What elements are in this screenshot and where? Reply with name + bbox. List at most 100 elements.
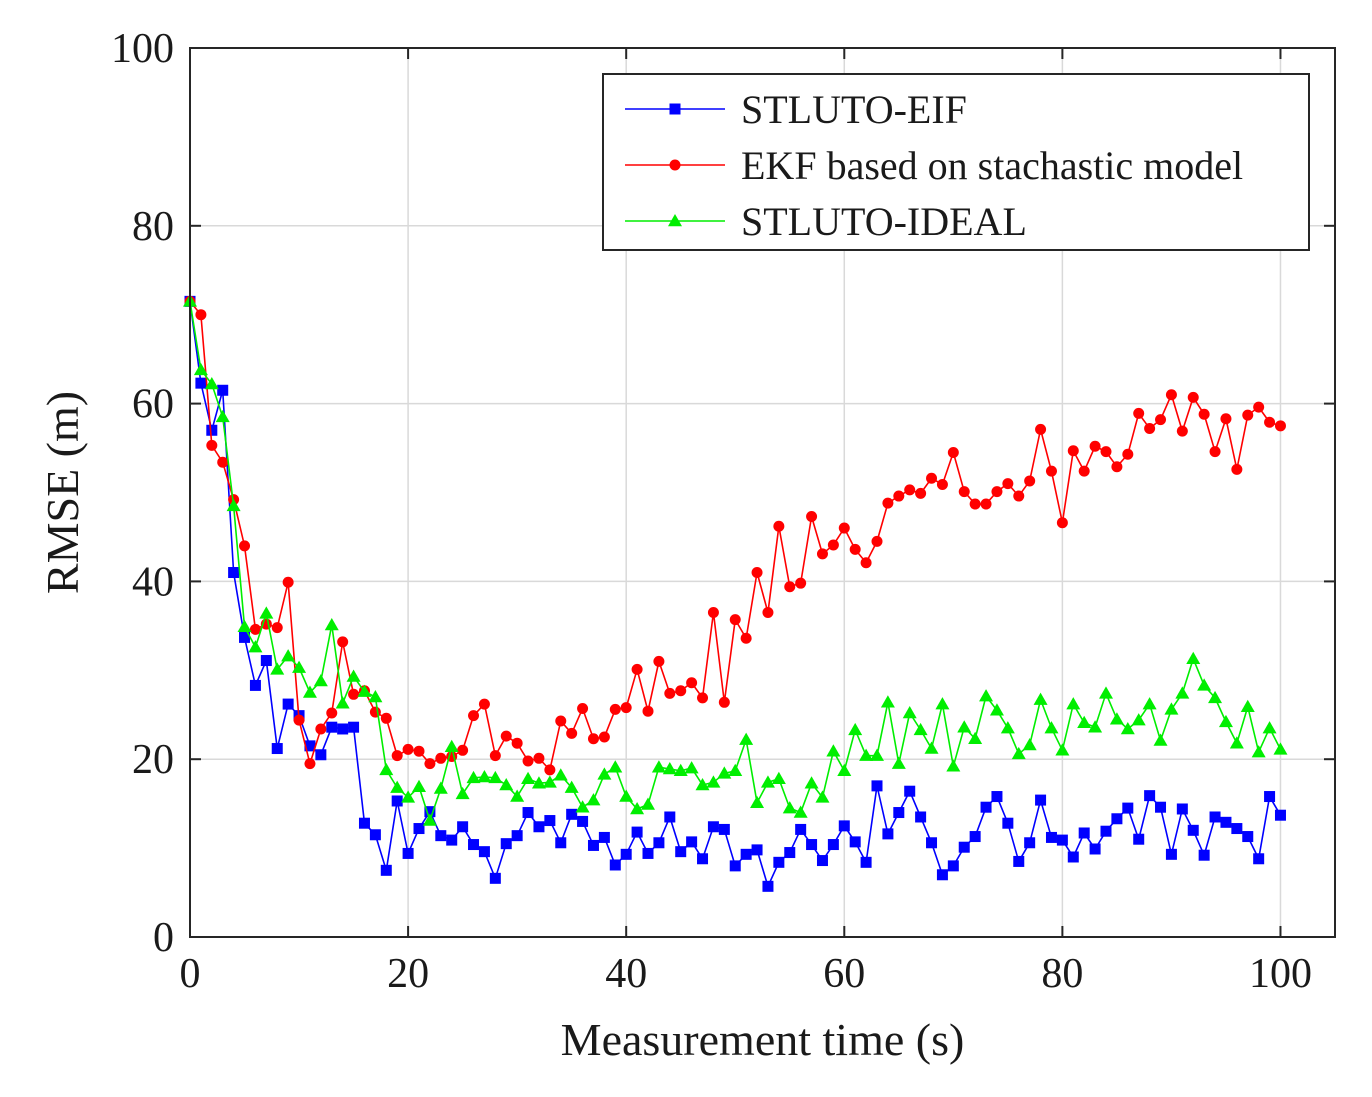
data-point-stluto-eif: [642, 847, 654, 859]
data-point-ekf-based-on-stachastic-model: [915, 487, 927, 499]
data-point-stluto-ideal: [1022, 737, 1037, 751]
data-point-stluto-eif: [686, 836, 698, 848]
data-point-stluto-eif: [511, 830, 523, 842]
data-point-stluto-ideal: [553, 768, 568, 781]
data-point-ekf-based-on-stachastic-model: [795, 577, 807, 589]
data-point-stluto-ideal: [946, 759, 961, 772]
data-point-ekf-based-on-stachastic-model: [457, 744, 469, 756]
data-point-stluto-ideal: [641, 797, 655, 810]
data-point-stluto-eif: [631, 826, 643, 838]
data-point-stluto-ideal: [957, 720, 972, 733]
legend-marker: [669, 159, 681, 171]
data-point-stluto-eif: [402, 847, 414, 859]
data-point-stluto-ideal: [226, 498, 241, 512]
data-point-stluto-ideal: [739, 732, 754, 745]
data-point-stluto-eif: [1242, 831, 1254, 843]
data-point-stluto-eif: [991, 791, 1003, 803]
data-point-stluto-eif: [544, 815, 556, 827]
data-point-stluto-eif: [206, 424, 218, 436]
data-point-stluto-eif: [1111, 813, 1123, 825]
data-point-stluto-eif: [740, 848, 752, 860]
data-point-stluto-ideal: [989, 703, 1004, 716]
data-point-stluto-eif: [348, 721, 360, 733]
data-point-ekf-based-on-stachastic-model: [1198, 408, 1210, 420]
data-point-ekf-based-on-stachastic-model: [369, 706, 381, 718]
data-point-stluto-eif: [751, 844, 763, 856]
data-point-stluto-eif: [1165, 848, 1177, 860]
data-point-stluto-ideal: [412, 779, 426, 793]
data-point-stluto-ideal: [193, 362, 208, 376]
data-point-stluto-eif: [326, 721, 338, 733]
data-point-stluto-ideal: [684, 761, 699, 774]
data-point-stluto-ideal: [259, 606, 274, 619]
data-point-ekf-based-on-stachastic-model: [686, 677, 698, 689]
data-point-stluto-ideal: [804, 776, 819, 789]
data-point-stluto-eif: [1209, 811, 1221, 823]
data-point-ekf-based-on-stachastic-model: [293, 714, 305, 726]
data-point-stluto-ideal: [1164, 702, 1179, 715]
data-point-ekf-based-on-stachastic-model: [707, 607, 719, 619]
data-point-ekf-based-on-stachastic-model: [217, 456, 229, 468]
data-point-stluto-eif: [871, 780, 883, 792]
data-point-ekf-based-on-stachastic-model: [904, 484, 916, 496]
data-point-stluto-eif: [697, 853, 709, 865]
data-point-stluto-eif: [555, 837, 567, 849]
data-point-stluto-ideal: [771, 771, 786, 785]
data-point-stluto-ideal: [902, 705, 917, 719]
data-point-stluto-ideal: [292, 660, 307, 673]
data-point-ekf-based-on-stachastic-model: [533, 752, 545, 764]
data-point-stluto-ideal: [1208, 690, 1223, 704]
data-point-ekf-based-on-stachastic-model: [849, 543, 861, 555]
data-point-ekf-based-on-stachastic-model: [413, 745, 425, 757]
y-tick-label: 20: [132, 737, 174, 783]
data-point-stluto-ideal: [859, 748, 874, 761]
data-point-stluto-ideal: [793, 805, 808, 818]
data-point-ekf-based-on-stachastic-model: [1100, 446, 1112, 458]
data-point-stluto-eif: [478, 846, 490, 858]
data-point-stluto-eif: [522, 807, 534, 819]
data-point-stluto-eif: [860, 856, 872, 868]
data-point-ekf-based-on-stachastic-model: [926, 472, 938, 484]
legend-label: STLUTO-EIF: [741, 87, 967, 132]
data-point-ekf-based-on-stachastic-model: [249, 623, 261, 635]
data-point-stluto-eif: [816, 855, 828, 867]
x-tick-label: 20: [387, 951, 429, 997]
data-point-ekf-based-on-stachastic-model: [598, 731, 610, 743]
data-point-stluto-eif: [282, 698, 294, 710]
x-axis-title: Measurement time (s): [561, 1014, 965, 1065]
data-point-stluto-ideal: [750, 795, 765, 809]
data-point-stluto-eif: [784, 847, 796, 859]
data-point-stluto-eif: [1198, 849, 1210, 861]
data-point-stluto-eif: [947, 860, 959, 872]
data-point-stluto-eif: [620, 848, 632, 860]
legend-label: STLUTO-IDEAL: [741, 199, 1027, 244]
data-point-stluto-ideal: [215, 409, 230, 423]
data-point-stluto-eif: [795, 823, 807, 835]
data-point-ekf-based-on-stachastic-model: [304, 758, 316, 770]
data-point-stluto-ideal: [619, 789, 634, 802]
data-point-stluto-ideal: [815, 790, 830, 803]
data-point-stluto-ideal: [313, 673, 328, 687]
data-point-ekf-based-on-stachastic-model: [424, 758, 436, 770]
data-point-ekf-based-on-stachastic-model: [522, 755, 534, 767]
series-layer: [183, 294, 1288, 892]
data-point-stluto-ideal: [1142, 697, 1157, 710]
data-point-stluto-ideal: [531, 776, 546, 789]
data-point-stluto-eif: [239, 631, 251, 643]
data-point-ekf-based-on-stachastic-model: [784, 581, 796, 593]
data-point-ekf-based-on-stachastic-model: [620, 702, 632, 714]
data-point-stluto-ideal: [673, 763, 688, 777]
data-point-stluto-eif: [1264, 791, 1276, 803]
data-point-ekf-based-on-stachastic-model: [1264, 416, 1276, 428]
data-point-stluto-ideal: [357, 684, 372, 697]
data-point-stluto-ideal: [728, 763, 743, 777]
plot-frame: [189, 47, 1336, 938]
data-point-ekf-based-on-stachastic-model: [1002, 478, 1014, 490]
data-point-stluto-ideal: [1109, 712, 1124, 725]
data-point-ekf-based-on-stachastic-model: [511, 737, 523, 749]
data-point-stluto-ideal: [1175, 686, 1190, 699]
data-point-stluto-ideal: [1186, 651, 1201, 664]
data-point-stluto-ideal: [499, 777, 514, 791]
data-point-ekf-based-on-stachastic-model: [435, 752, 447, 764]
x-tick-label: 80: [1041, 951, 1083, 997]
